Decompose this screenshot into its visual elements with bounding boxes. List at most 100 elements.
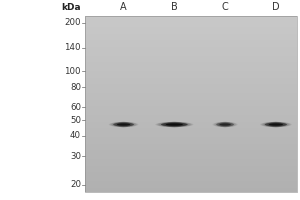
Bar [85,51,297,53]
Bar [85,97,297,100]
Text: A: A [120,2,127,12]
Ellipse shape [160,122,189,127]
Text: 60: 60 [70,103,81,112]
Ellipse shape [161,123,188,126]
Bar [85,93,297,95]
Text: 200: 200 [64,18,81,27]
Bar [85,75,297,78]
Bar [85,64,297,67]
Text: 20: 20 [70,180,81,189]
Bar [85,27,297,29]
Bar [85,157,297,159]
Bar [85,38,297,40]
Ellipse shape [157,122,192,127]
Bar [85,71,297,73]
Ellipse shape [265,123,287,126]
Ellipse shape [261,122,291,127]
Bar [85,53,297,56]
Bar [85,155,297,157]
Bar [85,146,297,148]
Ellipse shape [260,122,292,127]
Bar [85,34,297,36]
Bar [85,104,297,106]
Bar [85,181,297,183]
Bar [85,148,297,150]
Bar [85,122,297,124]
Ellipse shape [112,122,136,127]
Bar [85,159,297,161]
Bar [85,29,297,31]
Bar [85,69,297,71]
Bar [85,185,297,188]
Bar [85,144,297,146]
Text: C: C [222,2,229,12]
Bar [85,117,297,119]
Ellipse shape [158,122,191,127]
Ellipse shape [263,122,289,127]
Bar [85,80,297,82]
Bar [85,95,297,97]
Bar [85,31,297,34]
Bar [85,188,297,190]
Bar [85,166,297,168]
Bar [85,82,297,84]
Text: 80: 80 [70,83,81,92]
Ellipse shape [110,122,137,127]
Bar [85,73,297,75]
Bar [85,172,297,174]
Ellipse shape [262,122,290,127]
Bar [85,183,297,185]
Bar [85,78,297,80]
Bar [85,141,297,144]
Bar [85,100,297,102]
Text: 50: 50 [70,116,81,125]
Ellipse shape [166,123,183,126]
Ellipse shape [162,122,186,127]
Bar [85,89,297,91]
Bar [85,163,297,166]
Bar [85,47,297,49]
Bar [85,45,297,47]
Bar [85,174,297,177]
Bar [85,42,297,45]
Bar [85,106,297,108]
Text: B: B [171,2,178,12]
Bar [85,60,297,62]
Bar [85,18,297,20]
Ellipse shape [112,122,135,127]
Bar [85,177,297,179]
Bar [85,137,297,139]
Bar [85,67,297,69]
Bar [85,16,297,18]
Bar [85,124,297,126]
Bar [85,111,297,113]
Ellipse shape [216,123,234,126]
Ellipse shape [264,122,288,127]
Bar [85,126,297,128]
Bar [85,40,297,42]
Ellipse shape [109,122,138,127]
Bar [85,84,297,86]
Ellipse shape [111,122,136,127]
Bar [85,58,297,60]
Bar [85,152,297,155]
Bar [85,128,297,130]
Bar [85,170,297,172]
Ellipse shape [155,122,194,127]
Bar [85,36,297,38]
Bar [85,168,297,170]
Bar [85,135,297,137]
Ellipse shape [219,123,231,126]
Bar [85,133,297,135]
Bar [85,102,297,104]
Ellipse shape [117,123,130,126]
Bar [85,139,297,141]
Bar [85,56,297,58]
Bar [85,20,297,23]
Bar [85,62,297,64]
Bar [85,150,297,152]
Bar [85,91,297,93]
Text: 140: 140 [64,43,81,52]
Bar [85,130,297,133]
Ellipse shape [269,123,283,126]
